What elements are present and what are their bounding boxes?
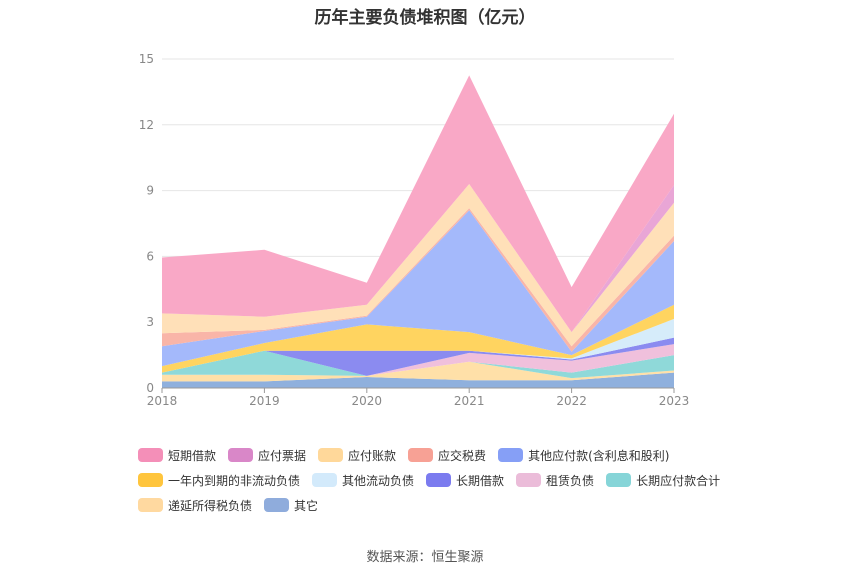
x-tick-label: 2021 xyxy=(454,394,485,408)
y-tick-label: 9 xyxy=(146,184,154,198)
area-series-6 xyxy=(162,304,674,373)
legend-swatch xyxy=(138,473,163,487)
x-tick-label: 2019 xyxy=(249,394,280,408)
chart-legend: 短期借款 应付票据 应付账款 应交税费 其他应付款(含利息和股利) 一年内到期的非流动负债… xyxy=(138,448,758,523)
legend-item[interactable]: 长期应付款合计 xyxy=(606,473,721,488)
axis-layer: 0 3 6 9 12 15 2018 2019 2020 2021 2022 2023 xyxy=(139,52,690,408)
y-tick-label: 0 xyxy=(146,381,154,395)
legend-item[interactable]: 租赁负债 xyxy=(516,473,595,488)
x-tick-label: 2023 xyxy=(659,394,690,408)
area-series-2 xyxy=(162,350,674,379)
x-tick-label: 2018 xyxy=(147,394,178,408)
legend-label: 应付账款 xyxy=(348,448,397,463)
y-tick-label: 3 xyxy=(146,315,154,329)
legend-label: 租赁负债 xyxy=(546,473,595,488)
legend-swatch xyxy=(318,448,344,462)
area-series-8 xyxy=(162,208,674,352)
legend-label: 其他流动负债 xyxy=(342,473,415,488)
legend-label: 一年内到期的非流动负债 xyxy=(168,473,301,488)
area-series-4 xyxy=(162,337,674,376)
legend-item[interactable]: 应交税费 xyxy=(408,448,487,463)
legend-item[interactable]: 其他流动负债 xyxy=(312,473,415,488)
chart-title: 历年主要负债堆积图（亿元） xyxy=(314,8,536,28)
legend-label: 短期借款 xyxy=(168,448,217,463)
data-source-note: 数据来源：恒生聚源 xyxy=(366,550,484,565)
legend-swatch xyxy=(228,448,254,462)
legend-swatch xyxy=(516,473,542,487)
legend-item[interactable]: 其他应付款(含利息和股利) xyxy=(498,448,670,463)
legend-swatch xyxy=(408,448,434,462)
legend-label: 应交税费 xyxy=(438,448,487,463)
legend-label: 其它 xyxy=(294,498,319,513)
x-tick-label: 2020 xyxy=(352,394,383,408)
y-tick-label: 15 xyxy=(139,52,154,66)
area-series-0 xyxy=(162,372,674,388)
legend-swatch xyxy=(264,498,290,512)
area-series-1 xyxy=(162,361,674,382)
legend-item[interactable]: 短期借款 xyxy=(138,448,217,463)
y-tick-label: 12 xyxy=(139,118,154,132)
legend-swatch xyxy=(498,448,524,462)
legend-item[interactable]: 其它 xyxy=(264,498,319,513)
legend-label: 递延所得税负债 xyxy=(168,498,253,513)
legend-label: 其他应付款(含利息和股利) xyxy=(528,448,670,463)
legend-label: 长期借款 xyxy=(456,473,505,488)
area-series-9 xyxy=(162,184,674,347)
area-series-3 xyxy=(162,344,674,376)
legend-label: 应付票据 xyxy=(258,448,307,463)
legend-swatch xyxy=(606,473,632,487)
area-layer xyxy=(162,75,674,388)
legend-swatch xyxy=(138,498,163,512)
legend-label: 长期应付款合计 xyxy=(636,473,721,488)
legend-swatch xyxy=(312,473,338,487)
legend-item[interactable]: 应付票据 xyxy=(228,448,307,463)
area-series-7 xyxy=(162,210,674,367)
legend-swatch xyxy=(138,448,163,462)
y-tick-label: 6 xyxy=(146,249,154,263)
legend-item[interactable]: 长期借款 xyxy=(426,473,505,488)
legend-swatch xyxy=(426,473,452,487)
x-tick-label: 2022 xyxy=(556,394,587,408)
legend-item[interactable]: 一年内到期的非流动负债 xyxy=(138,473,301,488)
area-series-11 xyxy=(162,75,674,333)
legend-item[interactable]: 递延所得税负债 xyxy=(138,498,253,513)
legend-item[interactable]: 应付账款 xyxy=(318,448,397,463)
